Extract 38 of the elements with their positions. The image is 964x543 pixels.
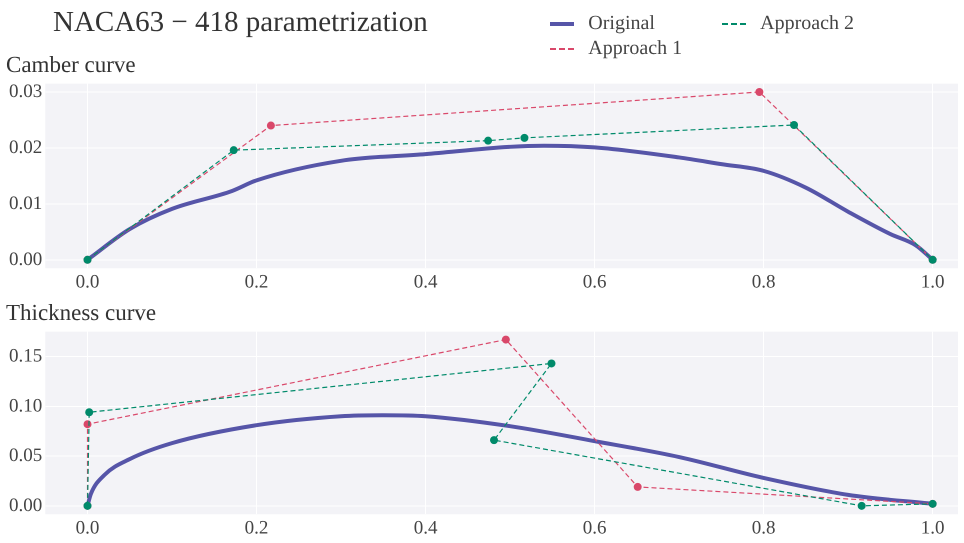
- point: [490, 436, 498, 444]
- y-tick-label: 0.05: [9, 445, 42, 466]
- y-tick-label: 0.00: [9, 248, 42, 270]
- point: [484, 136, 492, 145]
- x-tick-label: 0.6: [582, 518, 606, 539]
- legend-label: Original: [588, 12, 655, 35]
- x-tick-label: 0.0: [76, 518, 100, 539]
- x-tick-label: 0.8: [752, 518, 776, 539]
- x-tick-label: 0.8: [752, 272, 776, 293]
- legend-label: Approach 2: [760, 12, 854, 35]
- x-tick-label: 0.2: [244, 272, 268, 293]
- point: [230, 146, 238, 154]
- y-tick-label: 0.01: [9, 192, 42, 214]
- y-tick-label: 0.10: [9, 395, 42, 416]
- x-tick-label: 0.4: [414, 272, 438, 293]
- point: [266, 122, 275, 130]
- x-tick-label: 0.4: [414, 518, 438, 539]
- point: [85, 408, 94, 416]
- y-tick-label: 0.02: [9, 136, 42, 158]
- y-tick-label: 0.15: [9, 345, 42, 366]
- y-tick-label: 0.03: [9, 80, 42, 102]
- chart-title: NACA63 − 418 parametrization: [53, 6, 428, 39]
- x-tick-label: 0.0: [76, 272, 100, 293]
- x-tick-label: 1.0: [920, 272, 945, 293]
- x-tick-label: 0.2: [244, 518, 268, 539]
- point: [858, 502, 866, 510]
- point: [634, 482, 642, 491]
- x-tick-label: 1.0: [920, 518, 945, 539]
- point: [502, 336, 510, 344]
- y-tick-label: 0.00: [9, 494, 42, 516]
- point: [790, 120, 798, 129]
- point: [520, 134, 528, 142]
- point: [547, 359, 556, 368]
- chart-subtitle: Camber curve: [6, 52, 136, 77]
- chart-title: Thickness curve: [6, 300, 156, 325]
- legend-label: Approach 1: [588, 37, 682, 60]
- x-tick-label: 0.6: [582, 272, 606, 293]
- point: [755, 88, 764, 96]
